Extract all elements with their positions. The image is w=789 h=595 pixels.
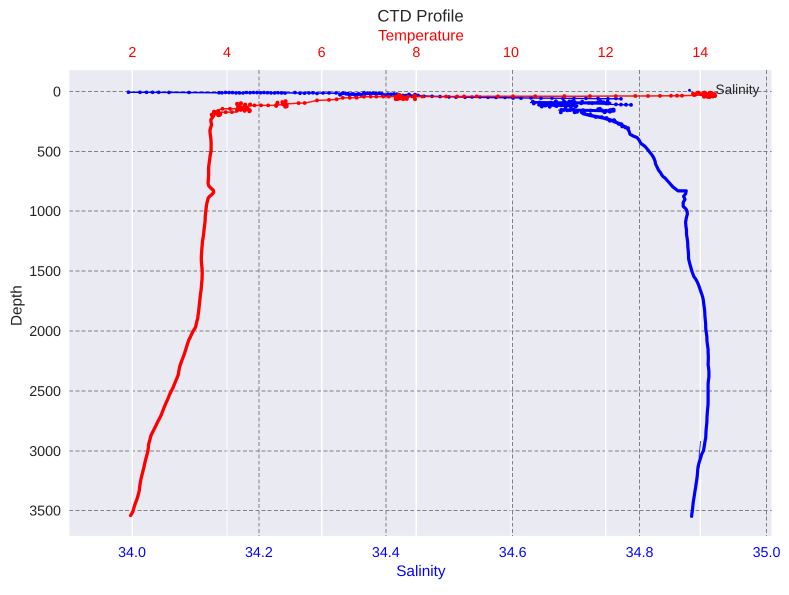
svg-text:10: 10 [503, 45, 519, 61]
svg-text:CTD Profile: CTD Profile [377, 7, 463, 26]
svg-text:Depth: Depth [8, 285, 25, 326]
svg-text:34.6: 34.6 [499, 545, 527, 561]
svg-text:Salinity: Salinity [716, 82, 760, 97]
svg-text:2: 2 [128, 45, 136, 61]
svg-text:1500: 1500 [29, 264, 61, 280]
svg-text:1000: 1000 [29, 204, 61, 220]
svg-text:Salinity: Salinity [396, 563, 446, 580]
svg-text:6: 6 [318, 45, 326, 61]
svg-text:3000: 3000 [29, 444, 61, 460]
svg-text:2000: 2000 [29, 324, 61, 340]
svg-text:34.4: 34.4 [372, 545, 400, 561]
svg-text:34.2: 34.2 [245, 545, 273, 561]
svg-text:0: 0 [53, 84, 61, 100]
svg-text:8: 8 [412, 45, 420, 61]
svg-text:34.8: 34.8 [626, 545, 654, 561]
svg-text:2500: 2500 [29, 384, 61, 400]
svg-text:4: 4 [223, 45, 231, 61]
svg-text:34.0: 34.0 [118, 545, 146, 561]
svg-text:35.0: 35.0 [753, 545, 781, 561]
svg-text:12: 12 [598, 45, 614, 61]
svg-text:Temperature: Temperature [378, 27, 464, 44]
svg-text:3500: 3500 [29, 504, 61, 520]
svg-text:500: 500 [37, 144, 61, 160]
svg-text:14: 14 [692, 45, 708, 61]
